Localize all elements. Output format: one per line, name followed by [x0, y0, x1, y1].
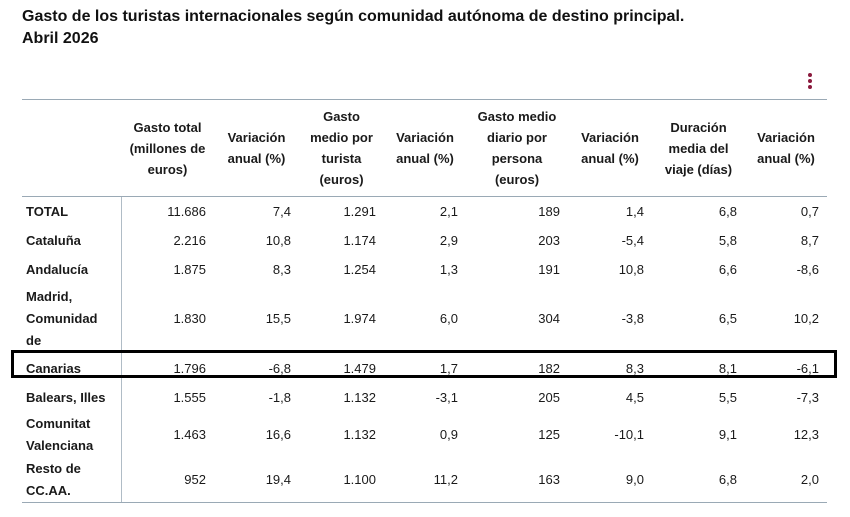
table-cell: 8,3 — [625, 360, 644, 376]
table-cell: 0,7 — [800, 203, 819, 219]
table-row: Resto de CC.AA. 952 19,4 1.100 11,2 163 9,0 6,8… — [22, 457, 827, 503]
table-row: Madrid, Comunidad de 1.830 15,5 1.974 6,0 304… — [22, 284, 827, 354]
title-line-2: Abril 2026 — [22, 30, 99, 47]
table-cell: 1,4 — [625, 203, 644, 219]
table-cell: 182 — [538, 360, 560, 376]
table-cell: 1.796 — [173, 360, 206, 376]
table-cell: 9,0 — [568, 457, 652, 503]
col-header: Variación anual (%) — [568, 99, 652, 197]
table-cell: 6,0 — [439, 311, 458, 326]
table-cell: 12,3 — [793, 426, 819, 442]
row-label: Canarias — [22, 354, 122, 383]
col-header: Variación anual (%) — [745, 99, 827, 197]
table-cell: 6,8 — [718, 203, 737, 219]
table-cell: 1.254 — [343, 261, 376, 277]
table-cell: 1.132 — [343, 389, 376, 405]
table-cell: 1.875 — [173, 261, 206, 277]
table-row: Balears, Illes 1.555 -1,8 1.132 -3,1 205 4,5 5,… — [22, 383, 827, 412]
table-cell: 5,5 — [718, 389, 737, 405]
data-table: Gasto total (millones de euros) Variació… — [22, 99, 827, 503]
table-cell: 1.974 — [343, 311, 376, 326]
row-label: Madrid, Comunidad de — [22, 284, 122, 354]
table-cell: 8,1 — [718, 360, 737, 376]
table-cell: 1.555 — [173, 389, 206, 405]
table-cell: 10,8 — [618, 261, 644, 277]
table-row: TOTAL 11.686 7,4 1.291 2,1 189 1,4 6,8 0,7 — [22, 196, 827, 226]
table-cell: -6,1 — [796, 360, 819, 376]
header-row: Gasto total (millones de euros) Variació… — [22, 99, 827, 197]
table-cell: 1.132 — [343, 426, 376, 442]
table-cell: 2,1 — [439, 203, 458, 219]
table-cell: 1,7 — [439, 360, 458, 376]
table-cell: 6,5 — [718, 311, 737, 326]
table-cell: 7,4 — [272, 203, 291, 219]
table-row: Andalucía 1.875 8,3 1.254 1,3 191 10,8 6,6 -8,6 — [22, 255, 827, 284]
row-label: Andalucía — [22, 255, 122, 284]
table-cell: 1.479 — [343, 360, 376, 376]
row-label: Balears, Illes — [22, 383, 122, 412]
table-cell: 6,6 — [718, 261, 737, 277]
table-cell: 10,8 — [265, 232, 291, 248]
table-cell: 6,8 — [652, 457, 745, 503]
table-cell: 203 — [538, 232, 560, 248]
col-header: Gasto total (millones de euros) — [121, 99, 214, 197]
table-cell: 2,0 — [745, 457, 827, 503]
table-cell: 1,3 — [439, 261, 458, 277]
table-cell: 10,2 — [793, 311, 819, 326]
table-cell: 1.100 — [299, 457, 384, 503]
kebab-menu-icon[interactable] — [803, 73, 817, 93]
table-cell: 952 — [121, 457, 214, 503]
table-cell: 5,8 — [718, 232, 737, 248]
table-cell: 2,9 — [439, 232, 458, 248]
table-cell: 8,7 — [800, 232, 819, 248]
table-cell: -3,8 — [621, 311, 644, 326]
page-title: Gasto de los turistas internacionales se… — [22, 6, 822, 50]
table-cell: 4,5 — [625, 389, 644, 405]
table-cell: 11,2 — [384, 457, 466, 503]
table-cell: -3,1 — [435, 389, 458, 405]
table-cell: 15,5 — [265, 311, 291, 326]
table-cell: 163 — [466, 457, 568, 503]
col-header: Gasto medio diario por persona (euros) — [466, 99, 568, 197]
col-header: Gasto medio por turista (euros) — [299, 99, 384, 197]
table-cell: 11.686 — [167, 203, 206, 219]
table-cell: -8,6 — [796, 261, 819, 277]
table-cell: 1.291 — [343, 203, 376, 219]
table-cell: -5,4 — [621, 232, 644, 248]
table-cell: -6,8 — [268, 360, 291, 376]
table-cell: 205 — [538, 389, 560, 405]
table-cell: 125 — [538, 426, 560, 442]
table-cell: -7,3 — [796, 389, 819, 405]
table-cell: 304 — [538, 311, 560, 326]
row-label: TOTAL — [22, 196, 122, 226]
col-header: Variación anual (%) — [214, 99, 299, 197]
table-cell: 1.174 — [343, 232, 376, 248]
table-cell: 191 — [538, 261, 560, 277]
table-cell: 19,4 — [214, 457, 299, 503]
col-header: Duración media del viaje (días) — [652, 99, 745, 197]
col-header — [22, 99, 121, 197]
row-label: Comunitat Valenciana — [22, 412, 122, 457]
table-cell: 1.463 — [173, 426, 206, 442]
table-cell: -1,8 — [268, 389, 291, 405]
table-cell: 1.830 — [173, 311, 206, 326]
table-row: Comunitat Valenciana 1.463 16,6 1.132 0,9 125… — [22, 412, 827, 457]
table-cell: 9,1 — [718, 426, 737, 442]
title-line-1: Gasto de los turistas internacionales se… — [22, 8, 685, 25]
table-row: Cataluña 2.216 10,8 1.174 2,9 203 -5,4 5,8 8,7 — [22, 226, 827, 255]
row-label: Cataluña — [22, 226, 122, 255]
table-cell: 16,6 — [265, 426, 291, 442]
table-cell: 2.216 — [173, 232, 206, 248]
col-header: Variación anual (%) — [384, 99, 466, 197]
table-cell: -10,1 — [614, 426, 644, 442]
table-cell: 0,9 — [439, 426, 458, 442]
table-row: Canarias 1.796 -6,8 1.479 1,7 182 8,3 8,1 -6,1 — [22, 354, 827, 383]
table-cell: 8,3 — [272, 261, 291, 277]
row-label: Resto de CC.AA. — [22, 457, 122, 503]
table-cell: 189 — [538, 203, 560, 219]
